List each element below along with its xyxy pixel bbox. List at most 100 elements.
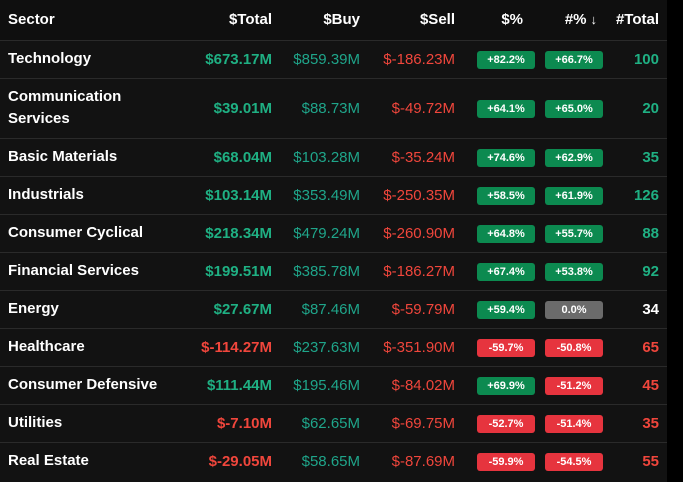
buy-cell: $859.39M [293,50,360,68]
buy-cell: $353.49M [293,186,360,204]
count-cell: 100 [633,50,659,68]
total-cell: $39.01M [213,99,272,117]
table-row[interactable]: Consumer Cyclical $218.34M $479.24M $-260.9… [0,214,667,252]
pct-count-cell: 0.0% [531,290,605,328]
pct-badge: -52.7% [477,414,535,433]
pct-cell: -52.7% [463,404,535,442]
pct-cell: +74.6% [463,138,535,176]
pct-count-cell: +61.9% [531,176,605,214]
total-cell: $673.17M [205,50,272,68]
pct-badge: -59.7% [477,338,535,357]
sell-cell: $-87.69M [391,452,455,470]
pct-badge: +67.4% [477,262,535,281]
pct-cell: +64.8% [463,214,535,252]
pct-badge: -59.9% [477,452,535,471]
pct-count-cell: +66.7% [531,40,605,78]
pct-count-cell: +62.9% [531,138,605,176]
pct-cell: +67.4% [463,252,535,290]
table-row[interactable]: Real Estate $-29.05M $58.65M $-87.69M -59.9%… [0,442,667,480]
table-row[interactable]: Utilities $-7.10M $62.65M $-69.75M -52.7% -51… [0,404,667,442]
sector-cell: Healthcare [8,338,85,355]
sell-cell: $-250.35M [383,186,455,204]
buy-cell: $237.63M [293,338,360,356]
pct-count-cell: -50.8% [531,328,605,366]
count-cell: 126 [633,186,659,204]
table-row[interactable]: Financial Services $199.51M $385.78M $-186.… [0,252,667,290]
pct-count-cell: -51.4% [531,404,605,442]
arrow-down-icon: ↓ [590,12,598,28]
pct-count-badge: -50.8% [545,338,603,357]
header-pct-count[interactable]: #% ↓ [531,0,605,40]
sell-cell: $-49.72M [391,99,455,117]
sector-cell: Consumer Cyclical [8,224,144,241]
sell-cell: $-186.27M [383,262,455,280]
total-cell: $-7.10M [216,414,272,432]
header-count[interactable]: #Total [615,11,659,29]
pct-cell: -59.9% [463,442,535,480]
total-cell: $-29.05M [208,452,272,470]
pct-badge: +82.2% [477,50,535,69]
pct-count-badge: +62.9% [545,148,603,167]
total-cell: $68.04M [213,148,272,166]
table-row[interactable]: Basic Materials $68.04M $103.28M $-35.24M +7… [0,138,667,176]
total-cell: $218.34M [205,224,272,242]
sell-cell: $-35.24M [391,148,455,166]
pct-count-cell: +65.0% [531,78,605,138]
sector-cell: Technology [8,50,92,67]
buy-cell: $195.46M [293,376,360,394]
header-pct-count-label: #% [564,11,587,29]
sell-cell: $-351.90M [383,338,455,356]
pct-count-cell: +55.7% [531,214,605,252]
table-row[interactable]: Communication Services $39.01M $88.73M $-49… [0,78,667,138]
total-cell: $27.67M [213,300,272,318]
pct-badge: +58.5% [477,186,535,205]
table-row[interactable]: Consumer Defensive $111.44M $195.46M $-84.0… [0,366,667,404]
pct-count-badge: +55.7% [545,224,603,243]
pct-count-badge: +53.8% [545,262,603,281]
pct-badge: +64.8% [477,224,535,243]
count-cell: 35 [642,414,659,432]
total-cell: $111.44M [206,376,272,394]
buy-cell: $87.46M [301,300,360,318]
header-sector[interactable]: Sector [8,11,55,29]
pct-count-badge: -54.5% [545,452,603,471]
pct-count-cell: -51.2% [531,366,605,404]
pct-cell: +64.1% [463,78,535,138]
header-total[interactable]: $Total [228,11,272,29]
buy-cell: $62.65M [301,414,360,432]
count-cell: 65 [642,338,659,356]
count-cell: 88 [642,224,659,242]
header-pct[interactable]: $% [501,11,523,29]
buy-cell: $103.28M [293,148,360,166]
pct-badge: +59.4% [477,300,535,319]
count-cell: 55 [642,452,659,470]
pct-cell: +58.5% [463,176,535,214]
sector-cell: Utilities [8,414,63,431]
table-row[interactable]: Energy $27.67M $87.46M $-59.79M +59.4% 0.0% 34 [0,290,667,328]
sector-cell: Real Estate [8,452,89,470]
header-sell[interactable]: $Sell [419,11,455,29]
pct-cell: +59.4% [463,290,535,328]
table-row[interactable]: Technology $673.17M $859.39M $-186.23M +82.2… [0,40,667,78]
buy-cell: $385.78M [293,262,360,280]
pct-count-badge: +61.9% [545,186,603,205]
pct-badge: +64.1% [477,99,535,118]
table-row[interactable]: Industrials $103.14M $353.49M $-250.35M +58.… [0,176,667,214]
table-row[interactable]: Healthcare $-114.27M $237.63M $-351.90M -59.… [0,328,667,366]
pct-badge: +69.9% [477,376,535,395]
sell-cell: $-59.79M [391,300,455,318]
pct-cell: +69.9% [463,366,535,404]
pct-count-badge: -51.2% [545,376,603,395]
sector-cell: Industrials [8,186,84,203]
sell-cell: $-186.23M [383,50,455,68]
pct-count-badge: +66.7% [545,50,603,69]
count-cell: 45 [642,376,659,394]
sector-cell: Communication Services [8,88,122,127]
sell-cell: $-260.90M [383,224,455,242]
count-cell: 20 [642,99,659,117]
sector-cell: Consumer Defensive [8,376,158,393]
pct-cell: +82.2% [463,40,535,78]
header-buy[interactable]: $Buy [323,11,360,29]
table-header-row: Sector $Total $Buy $Sell $% #% ↓ #Total [0,0,667,40]
buy-cell: $58.65M [301,452,360,470]
